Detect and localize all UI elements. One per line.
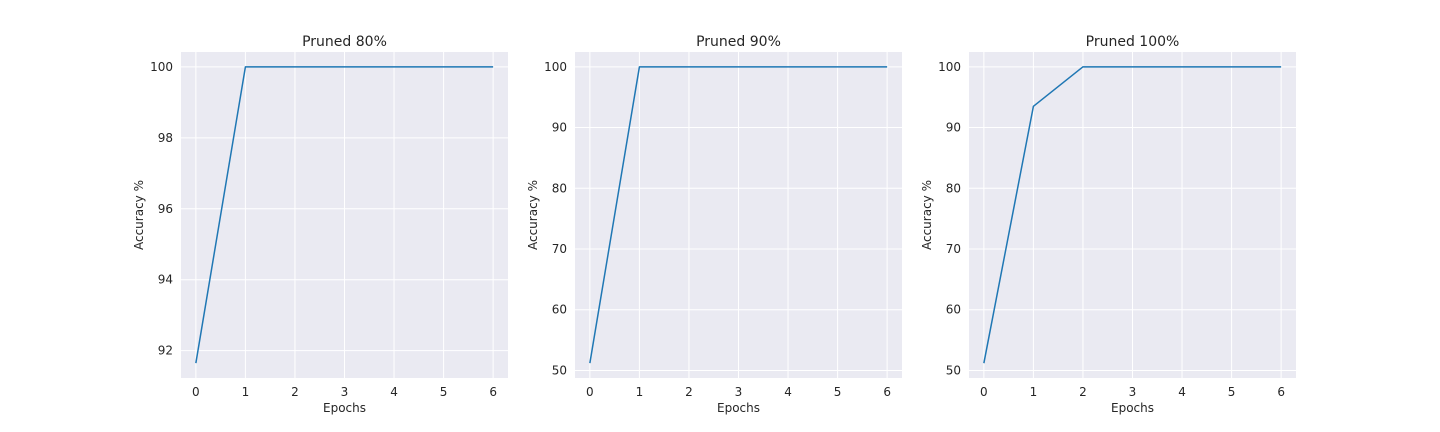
- y-tick-label: 100: [938, 60, 961, 74]
- x-tick-label: 1: [636, 385, 644, 399]
- y-tick-label: 90: [946, 121, 961, 135]
- chart-pruned-80: 0 1 2 3 4 5 6 92 94 96 98 100 Pruned 80% Epochs Accura…: [132, 34, 508, 415]
- x-tick-label: 4: [390, 385, 398, 399]
- x-tick-label: 4: [784, 385, 792, 399]
- y-tick-label: 60: [946, 303, 961, 317]
- x-tick-label: 6: [489, 385, 497, 399]
- x-tick-label: 0: [586, 385, 594, 399]
- x-tick-label: 1: [1030, 385, 1038, 399]
- y-tick-label: 100: [544, 60, 567, 74]
- y-tick-label: 80: [946, 181, 961, 195]
- chart-pruned-90: 0 1 2 3 4 5 6 50 60 70 80 90 100 Pruned 90% Epochs Accu…: [526, 34, 902, 415]
- x-tick-label: 3: [341, 385, 349, 399]
- y-tick-label: 92: [158, 344, 173, 358]
- chart-title: Pruned 100%: [1086, 34, 1180, 50]
- x-tick-label: 3: [735, 385, 743, 399]
- y-tick-label: 100: [150, 60, 173, 74]
- x-tick-label: 5: [834, 385, 842, 399]
- y-tick-label: 96: [158, 202, 173, 216]
- x-tick-label: 6: [1277, 385, 1285, 399]
- y-tick-label: 50: [552, 363, 567, 377]
- x-tick-label: 1: [242, 385, 250, 399]
- chart-title: Pruned 90%: [696, 34, 781, 50]
- y-tick-label: 80: [552, 181, 567, 195]
- y-tick-label: 98: [158, 131, 173, 145]
- y-tick-label: 94: [158, 273, 173, 287]
- y-tick-label: 50: [946, 363, 961, 377]
- y-tick-label: 70: [552, 242, 567, 256]
- x-tick-label: 2: [1079, 385, 1087, 399]
- x-tick-label: 2: [291, 385, 299, 399]
- series-line: [589, 66, 888, 364]
- x-tick-label: 0: [980, 385, 988, 399]
- series-line: [983, 66, 1282, 364]
- x-axis-label: Epochs: [323, 401, 366, 415]
- x-tick-label: 2: [685, 385, 693, 399]
- x-tick-label: 4: [1178, 385, 1186, 399]
- y-tick-label: 60: [552, 303, 567, 317]
- x-axis-label: Epochs: [717, 401, 760, 415]
- y-axis-label: Accuracy %: [132, 180, 146, 250]
- x-tick-label: 0: [192, 385, 200, 399]
- series-line: [195, 66, 494, 364]
- x-tick-label: 5: [1228, 385, 1236, 399]
- y-axis-label: Accuracy %: [920, 180, 934, 250]
- x-tick-label: 3: [1129, 385, 1137, 399]
- x-tick-label: 6: [883, 385, 891, 399]
- x-tick-label: 5: [440, 385, 448, 399]
- x-axis-label: Epochs: [1111, 401, 1154, 415]
- chart-title: Pruned 80%: [302, 34, 387, 50]
- y-tick-label: 70: [946, 242, 961, 256]
- chart-pruned-100: 0 1 2 3 4 5 6 50 60 70 80 90 100 Pruned 100% Epochs Acc…: [920, 34, 1296, 415]
- y-tick-label: 90: [552, 121, 567, 135]
- y-axis-label: Accuracy %: [526, 180, 540, 250]
